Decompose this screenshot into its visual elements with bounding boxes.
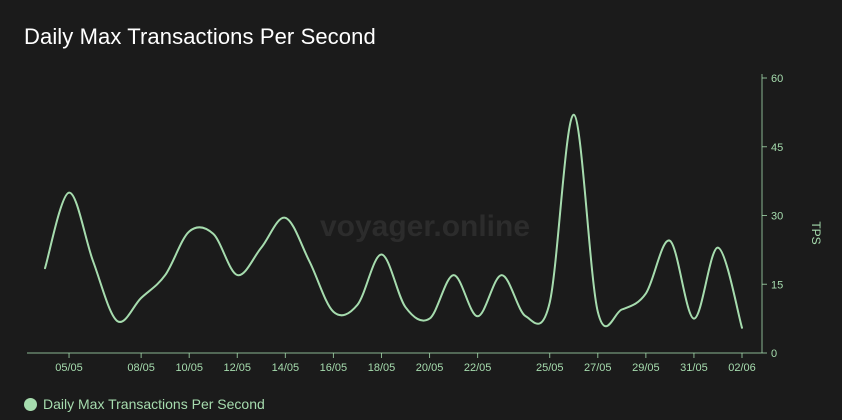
- y-tick-label: 0: [771, 348, 777, 360]
- x-tick-label: 16/05: [320, 362, 348, 374]
- x-tick-label: 08/05: [127, 362, 155, 374]
- legend[interactable]: Daily Max Transactions Per Second: [24, 396, 265, 412]
- y-axis-title: TPS: [809, 221, 823, 244]
- chart-title: Daily Max Transactions Per Second: [24, 24, 376, 49]
- y-tick-label: 60: [771, 73, 783, 85]
- series-line[interactable]: [44, 113, 743, 329]
- y-tick-label: 45: [771, 142, 783, 154]
- x-tick-label: 25/05: [536, 362, 564, 374]
- x-tick-label: 22/05: [464, 362, 492, 374]
- y-tick-label: 15: [771, 279, 783, 291]
- x-tick-label: 18/05: [368, 362, 396, 374]
- x-tick-label: 10/05: [175, 362, 203, 374]
- legend-swatch: [24, 397, 37, 411]
- legend-label: Daily Max Transactions Per Second: [43, 396, 265, 412]
- x-tick-label: 14/05: [272, 362, 300, 374]
- x-tick-label: 02/06: [728, 362, 756, 374]
- watermark: voyager.online: [320, 210, 530, 243]
- x-tick-label: 31/05: [680, 362, 708, 374]
- y-tick-label: 30: [771, 211, 783, 223]
- x-tick-label: 12/05: [224, 362, 252, 374]
- x-tick-label: 29/05: [632, 362, 660, 374]
- x-tick-label: 05/05: [55, 362, 83, 374]
- x-tick-label: 27/05: [584, 362, 612, 374]
- x-tick-label: 20/05: [416, 362, 444, 374]
